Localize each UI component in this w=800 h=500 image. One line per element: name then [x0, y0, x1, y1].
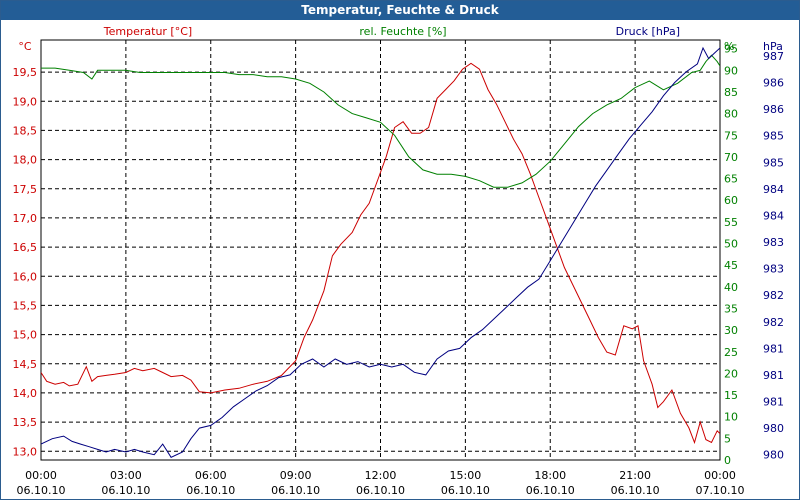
- pressure-tick-label: 983: [763, 236, 784, 249]
- series-label: rel. Feuchte [%]: [359, 25, 446, 38]
- temp-tick-label: 17,0: [13, 212, 38, 225]
- humidity-tick-label: 10: [724, 411, 738, 424]
- pressure-tick-label: 985: [763, 156, 784, 169]
- x-date-label: 06.10.10: [17, 484, 66, 497]
- humidity-tick-label: 0: [724, 454, 731, 467]
- pressure-tick-label: 986: [763, 103, 784, 116]
- temp-tick-label: 15,5: [13, 299, 38, 312]
- pressure-tick-label: 984: [763, 183, 784, 196]
- pressure-tick-label: 982: [763, 316, 784, 329]
- humidity-tick-label: 80: [724, 108, 738, 121]
- series-line-right_humidity: [41, 54, 720, 188]
- humidity-tick-label: 5: [724, 432, 731, 445]
- temp-tick-label: 17,5: [13, 183, 38, 196]
- humidity-tick-label: 95: [724, 43, 738, 56]
- temp-tick-label: 15,0: [13, 329, 38, 342]
- humidity-tick-label: 30: [724, 324, 738, 337]
- temp-unit-label: °C: [18, 40, 32, 53]
- humidity-unit-label: %: [724, 40, 734, 53]
- temp-tick-label: 19,5: [13, 66, 38, 79]
- pressure-tick-label: 980: [763, 422, 784, 435]
- temp-tick-label: 13,0: [13, 445, 38, 458]
- temp-tick-label: 18,0: [13, 154, 38, 167]
- x-date-label: 06.10.10: [101, 484, 150, 497]
- humidity-tick-label: 35: [724, 302, 738, 315]
- chart-title: Temperatur, Feuchte & Druck: [1, 1, 799, 20]
- pressure-tick-label: 981: [763, 342, 784, 355]
- humidity-tick-label: 55: [724, 216, 738, 229]
- pressure-tick-label: 983: [763, 263, 784, 276]
- x-date-label: 06.10.10: [186, 484, 235, 497]
- humidity-tick-label: 15: [724, 389, 738, 402]
- pressure-tick-label: 980: [763, 449, 784, 462]
- humidity-tick-label: 40: [724, 281, 738, 294]
- pressure-tick-label: 984: [763, 209, 784, 222]
- temp-tick-label: 14,5: [13, 358, 38, 371]
- x-date-label: 06.10.10: [526, 484, 575, 497]
- humidity-tick-label: 70: [724, 151, 738, 164]
- pressure-tick-label: 987: [763, 50, 784, 63]
- x-time-label: 00:00: [25, 469, 57, 482]
- humidity-tick-label: 60: [724, 194, 738, 207]
- pressure-tick-label: 986: [763, 77, 784, 90]
- humidity-tick-label: 20: [724, 367, 738, 380]
- x-time-label: 21:00: [619, 469, 651, 482]
- pressure-tick-label: 982: [763, 289, 784, 302]
- humidity-tick-label: 85: [724, 86, 738, 99]
- x-time-label: 06:00: [195, 469, 227, 482]
- humidity-tick-label: 90: [724, 64, 738, 77]
- humidity-tick-label: 25: [724, 346, 738, 359]
- series-label: Druck [hPa]: [616, 25, 680, 38]
- series-line-right_pressure: [41, 46, 720, 458]
- temp-tick-label: 16,5: [13, 241, 38, 254]
- series-line-left: [41, 62, 720, 445]
- humidity-tick-label: 45: [724, 259, 738, 272]
- x-time-label: 09:00: [280, 469, 312, 482]
- x-time-label: 12:00: [365, 469, 397, 482]
- x-date-label: 06.10.10: [271, 484, 320, 497]
- humidity-tick-label: 50: [724, 238, 738, 251]
- temp-tick-label: 19,0: [13, 95, 38, 108]
- x-time-label: 15:00: [450, 469, 482, 482]
- x-date-label: 07.10.10: [696, 484, 745, 497]
- pressure-tick-label: 985: [763, 130, 784, 143]
- x-time-label: 00:00: [704, 469, 736, 482]
- pressure-tick-label: 981: [763, 369, 784, 382]
- series-label: Temperatur [°C]: [103, 25, 192, 38]
- pressure-tick-label: 981: [763, 396, 784, 409]
- pressure-unit-label: hPa: [763, 40, 783, 53]
- temp-tick-label: 16,0: [13, 270, 38, 283]
- humidity-tick-label: 75: [724, 129, 738, 142]
- humidity-tick-label: 65: [724, 173, 738, 186]
- x-time-label: 18:00: [534, 469, 566, 482]
- x-date-label: 06.10.10: [441, 484, 490, 497]
- temp-tick-label: 18,5: [13, 124, 38, 137]
- x-date-label: 06.10.10: [356, 484, 405, 497]
- x-time-label: 03:00: [110, 469, 142, 482]
- temp-tick-label: 14,0: [13, 387, 38, 400]
- x-date-label: 06.10.10: [611, 484, 660, 497]
- temp-tick-label: 13,5: [13, 416, 38, 429]
